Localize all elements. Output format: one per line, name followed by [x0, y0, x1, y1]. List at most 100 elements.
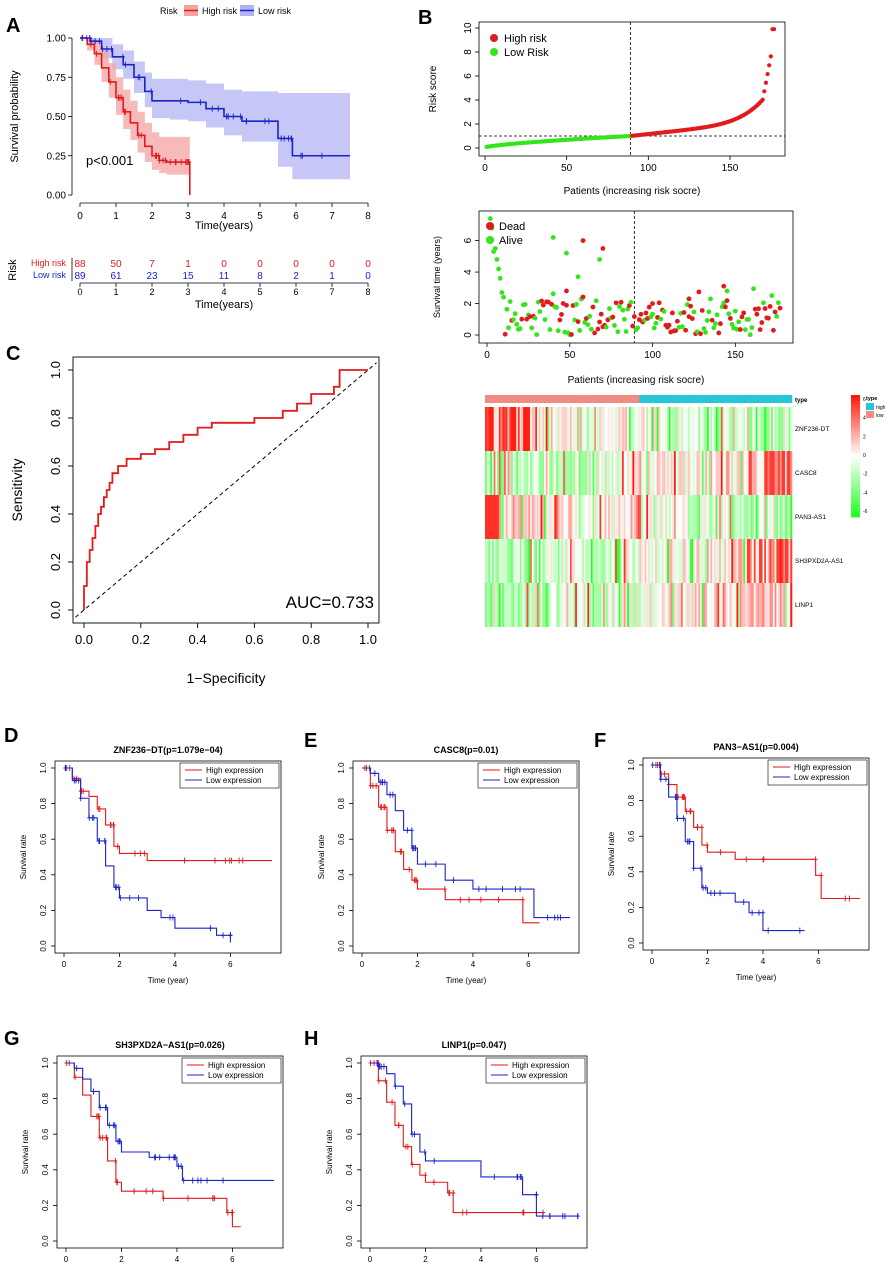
- panel-b-heatmap-annotation-cell: [679, 395, 682, 403]
- panel-b-heatmap-cell: [500, 495, 503, 539]
- panel-c-y-tick-label: 1.0: [48, 361, 63, 379]
- panel-b-heatmap-scale-swatch: [851, 395, 860, 399]
- panel-b-heatmap-cell: [538, 583, 541, 627]
- panel-b-heatmap-cell: [693, 407, 696, 451]
- panel-b-heatmap-cell: [651, 495, 654, 539]
- panel-b-heatmap-cell: [674, 451, 677, 495]
- panel-b-mid-point-alive: [537, 309, 543, 314]
- panel-b-heatmap-cell: [535, 495, 538, 539]
- panel-b-heatmap-cell: [543, 495, 547, 539]
- panel-b-heatmap-scale-swatch: [851, 507, 860, 512]
- panel-b-heatmap-row-label: PAN3-AS1: [795, 514, 826, 521]
- panel-b-heatmap-cell: [774, 451, 777, 495]
- panel-b-heatmap-cell: [646, 539, 649, 583]
- panel-b-heatmap-cell: [694, 451, 697, 495]
- panel-b-heatmap-cell: [668, 583, 671, 627]
- panel-b-heatmap-cell: [694, 539, 697, 583]
- panel-b-heatmap-cell: [545, 583, 548, 627]
- panel-b-heatmap-annotation-cell: [656, 395, 659, 403]
- panel-b-heatmap-annotation-cell: [500, 395, 503, 403]
- panel-b-heatmap-cell: [748, 495, 751, 539]
- panel-b-heatmap-cell: [589, 407, 592, 451]
- panel-b-heatmap-cell: [537, 495, 540, 539]
- panel-a-table-cell: 15: [182, 271, 194, 282]
- panel-b-heatmap-cell: [512, 495, 515, 539]
- panel-b-heatmap-cell: [639, 451, 642, 495]
- panel-a-x-tick-label: 8: [365, 211, 371, 222]
- panel-b-heatmap-cell: [519, 495, 522, 539]
- panel-g-y-label: Survival rate: [21, 1129, 30, 1174]
- panel-b-heatmap-cell: [571, 407, 574, 451]
- panel-b-heatmap-cell: [654, 539, 658, 583]
- panel-b-heatmap-annotation-cell: [701, 395, 704, 403]
- panel-b-heatmap-cell: [630, 539, 633, 583]
- panel-b-heatmap-cell: [762, 583, 765, 627]
- panel-b-heatmap-cell: [731, 407, 734, 451]
- panel-b-heatmap-cell: [547, 407, 550, 451]
- panel-b-mid-point-dead: [595, 326, 601, 332]
- panel-b-heatmap-cell: [717, 451, 720, 495]
- panel-b-heatmap-cell: [625, 451, 628, 495]
- panel-b-heatmap-cell: [509, 451, 512, 495]
- panel-b-heatmap-cell: [717, 407, 720, 451]
- panel-b-heatmap-cell: [708, 451, 711, 495]
- panel-b-heatmap-cell: [526, 495, 529, 539]
- panel-b-mid-point-alive: [742, 327, 748, 333]
- panel-b-heatmap-annotation-cell: [635, 395, 638, 403]
- panel-b-mid-point-dead: [718, 321, 723, 327]
- panel-b-heatmap-cell: [743, 451, 746, 495]
- panel-b-mid-point-alive: [617, 304, 622, 309]
- panel-b-heatmap-cell: [682, 539, 685, 583]
- panel-b-mid-point-dead: [592, 330, 598, 336]
- panel-b-heatmap-cell: [748, 407, 751, 451]
- panel-b-heatmap-annotation-cell: [646, 395, 649, 403]
- panel-b-heatmap-cell: [700, 495, 703, 539]
- panel-g-y-tick-label: 0.8: [41, 1092, 50, 1104]
- panel-b-heatmap-cell: [764, 539, 767, 583]
- panel-b-heatmap-cell: [691, 407, 694, 451]
- panel-b-heatmap-cell: [670, 539, 673, 583]
- panel-b-heatmap-cell: [500, 539, 503, 583]
- panel-b-heatmap-annotation-cell: [734, 395, 737, 403]
- panel-b-heatmap-cell: [552, 451, 555, 495]
- panel-b-heatmap-cell: [587, 495, 590, 539]
- panel-c-y-tick-label: 0.4: [48, 505, 63, 523]
- panel-b-heatmap-cell: [523, 583, 526, 627]
- panel-b-heatmap-cell: [708, 495, 711, 539]
- panel-b-heatmap-cell: [785, 407, 788, 451]
- panel-b-heatmap-annotation-cell: [724, 395, 727, 403]
- panel-b-heatmap-annotation-cell: [580, 395, 583, 403]
- panel-b-heatmap-cell: [517, 451, 520, 495]
- panel-b-heatmap-cell: [660, 495, 663, 539]
- panel-b-heatmap-cell: [720, 495, 723, 539]
- panel-b-heatmap-cell: [542, 451, 545, 495]
- panel-b-heatmap-scale-swatch: [851, 404, 860, 408]
- panel-b-heatmap-cell: [545, 451, 548, 495]
- panel-b-heatmap-cell: [547, 539, 550, 583]
- panel-b-heatmap-cell: [566, 407, 569, 451]
- panel-b-heatmap-cell: [734, 495, 737, 539]
- panel-b-mid-point-dead: [569, 332, 574, 337]
- panel-b-heatmap-annotation-cell: [622, 395, 625, 403]
- panel-b-heatmap-annotation-cell: [698, 395, 701, 403]
- panel-b-heatmap-cell: [493, 583, 496, 627]
- panel-b-heatmap-cell: [642, 583, 645, 627]
- panel-b-heatmap-cell: [545, 539, 548, 583]
- panel-h-curve-low: [370, 1062, 578, 1217]
- panel-b-heatmap-cell: [667, 407, 670, 451]
- panel-b-heatmap-cell: [526, 583, 529, 627]
- panel-b-heatmap-cell: [649, 451, 652, 495]
- panel-b-mid-point-alive: [623, 329, 629, 334]
- panel-b-heatmap-annotation-cell: [538, 395, 541, 403]
- panel-b-heatmap-cell: [651, 407, 654, 451]
- panel-b-heatmap-cell: [635, 583, 638, 627]
- panel-a-table-x-tick-label: 8: [365, 287, 370, 297]
- panel-b-heatmap-cell: [698, 583, 701, 627]
- panel-b-heatmap-annotation-cell: [743, 395, 746, 403]
- panel-b-heatmap-cell: [785, 583, 788, 627]
- panel-b-heatmap-cell: [569, 451, 573, 495]
- panel-b-heatmap-cell: [727, 495, 730, 539]
- panel-b-heatmap-cell: [550, 539, 553, 583]
- panel-b-heatmap-cell: [720, 407, 723, 451]
- panel-b-heatmap-cell: [774, 539, 777, 583]
